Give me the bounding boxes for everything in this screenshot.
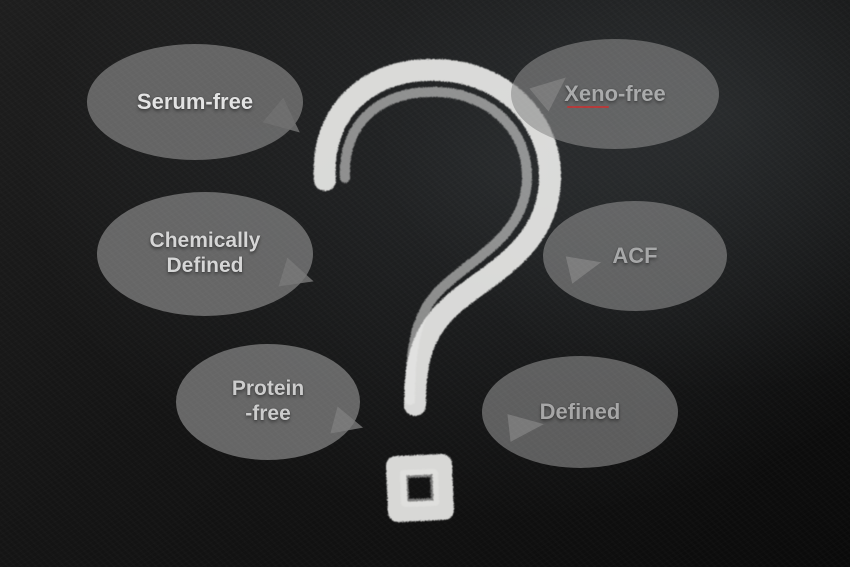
bubble-label-xeno-free: Xeno-free: [558, 81, 671, 107]
bubble-label-acf: ACF: [606, 243, 663, 269]
bubble-serum-free: Serum-free: [87, 44, 303, 160]
bubble-label-chemically-defined: ChemicallyDefined: [144, 229, 267, 279]
bubble-underline-xeno-free: [567, 106, 609, 108]
bubble-label-defined: Defined: [534, 399, 627, 425]
bubble-label-serum-free: Serum-free: [131, 89, 259, 115]
bubble-defined: Defined: [482, 356, 678, 468]
infographic-stage: Serum-free Xeno-free ChemicallyDefined ACF P…: [0, 0, 850, 567]
bubble-chemically-defined: ChemicallyDefined: [97, 192, 313, 316]
bubble-label-protein-free: Protein-free: [226, 377, 310, 427]
bubble-protein-free: Protein-free: [176, 344, 360, 460]
bubble-tail-defined: [507, 410, 545, 442]
